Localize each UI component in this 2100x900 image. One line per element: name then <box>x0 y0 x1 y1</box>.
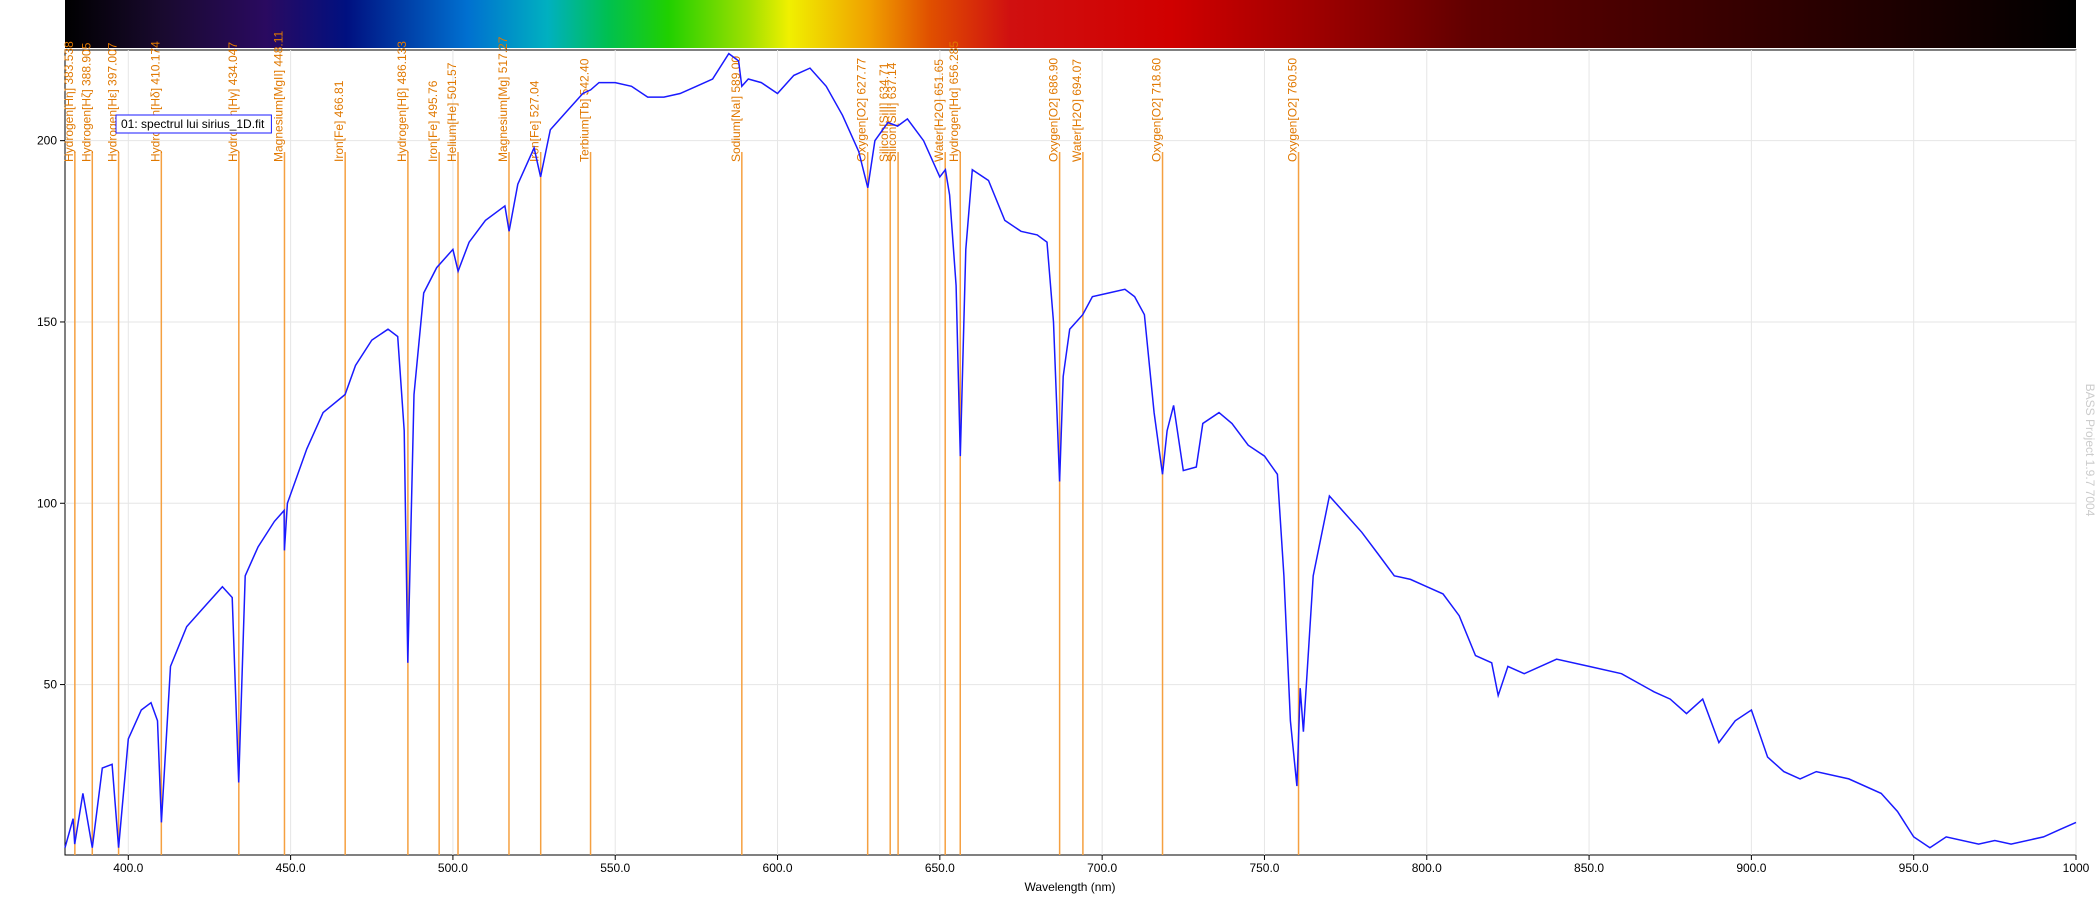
x-tick-label: 400.0 <box>113 861 143 875</box>
y-tick-label: 50 <box>44 678 58 692</box>
y-tick-label: 200 <box>37 134 57 148</box>
spectrum-strip <box>65 0 2076 48</box>
x-tick-label: 800.0 <box>1412 861 1442 875</box>
spectral-line-label: Hydrogen[Hε] 397.007 <box>106 42 120 162</box>
x-tick-label: 750.0 <box>1249 861 1279 875</box>
spectral-line-label: Hydrogen[Hα] 656.285 <box>947 41 961 162</box>
spectrum-line <box>64 52 2077 849</box>
spectral-line-label: Hydrogen[Hβ] 486.133 <box>395 41 409 162</box>
spectral-line-label: Iron[Fe] 466.81 <box>332 80 346 162</box>
x-tick-label: 950.0 <box>1899 861 1929 875</box>
x-tick-label: 450.0 <box>276 861 306 875</box>
spectral-line-label: Silicon[SiII] 637.14 <box>885 62 899 162</box>
spectral-line-label: Magnesium[Mg] 517.27 <box>496 36 510 162</box>
spectral-line-label: Iron[Fe] 495.76 <box>426 80 440 162</box>
spectral-line-label: Oxygen[O2] 760.50 <box>1286 58 1300 162</box>
spectral-line-label: Terbium[Tb] 542.40 <box>578 58 592 162</box>
legend-label: 01: spectrul lui sirius_1D.fit <box>121 117 265 131</box>
y-tick-label: 100 <box>37 496 57 510</box>
plot-area <box>64 49 2077 856</box>
x-tick-label: 650.0 <box>925 861 955 875</box>
x-tick-label: 700.0 <box>1087 861 1117 875</box>
watermark: BASS Project 1.9.7 7004 <box>2083 384 2097 517</box>
spectral-line-label: Hydrogen[Hγ] 434.047 <box>226 42 240 162</box>
legend-box <box>115 114 272 134</box>
x-tick-label: 1000 <box>2063 861 2090 875</box>
x-tick-label: 600.0 <box>763 861 793 875</box>
x-tick-label: 500.0 <box>438 861 468 875</box>
spectral-line-label: Hydrogen[Hδ] 410.174 <box>148 41 162 162</box>
x-tick-label: 900.0 <box>1736 861 1766 875</box>
spectral-line-label: Oxygen[O2] 627.77 <box>855 58 869 162</box>
spectral-line-label: Oxygen[O2] 686.90 <box>1047 58 1061 162</box>
spectral-line-label: Helium[He] 501.57 <box>445 62 459 162</box>
spectral-line-label: Water[H2O] 694.07 <box>1070 59 1084 162</box>
spectral-line-label: Silicon[SiII] 634.71 <box>877 62 891 162</box>
spectral-line-label: Iron[Fe] 527.04 <box>528 80 542 162</box>
spectral-line-label: Hydrogen[Hζ] 388.905 <box>79 42 93 162</box>
x-tick-label: 850.0 <box>1574 861 1604 875</box>
spectral-line-label: Oxygen[O2] 718.60 <box>1150 58 1164 162</box>
spectral-line-label: Magnesium[MgII] 448.11 <box>271 30 285 162</box>
spectral-line-label: Water[H2O] 651.65 <box>932 59 946 162</box>
spectral-line-label: Sodium[NaI] 589.00 <box>729 56 743 162</box>
x-tick-label: 550.0 <box>600 861 630 875</box>
x-axis-label: Wavelength (nm) <box>1025 880 1116 894</box>
spectral-line-label: Hydrogen[Hη] 383.538 <box>62 41 76 162</box>
y-tick-label: 150 <box>37 315 57 329</box>
legend: 01: spectrul lui sirius_1D.fit <box>115 114 272 134</box>
